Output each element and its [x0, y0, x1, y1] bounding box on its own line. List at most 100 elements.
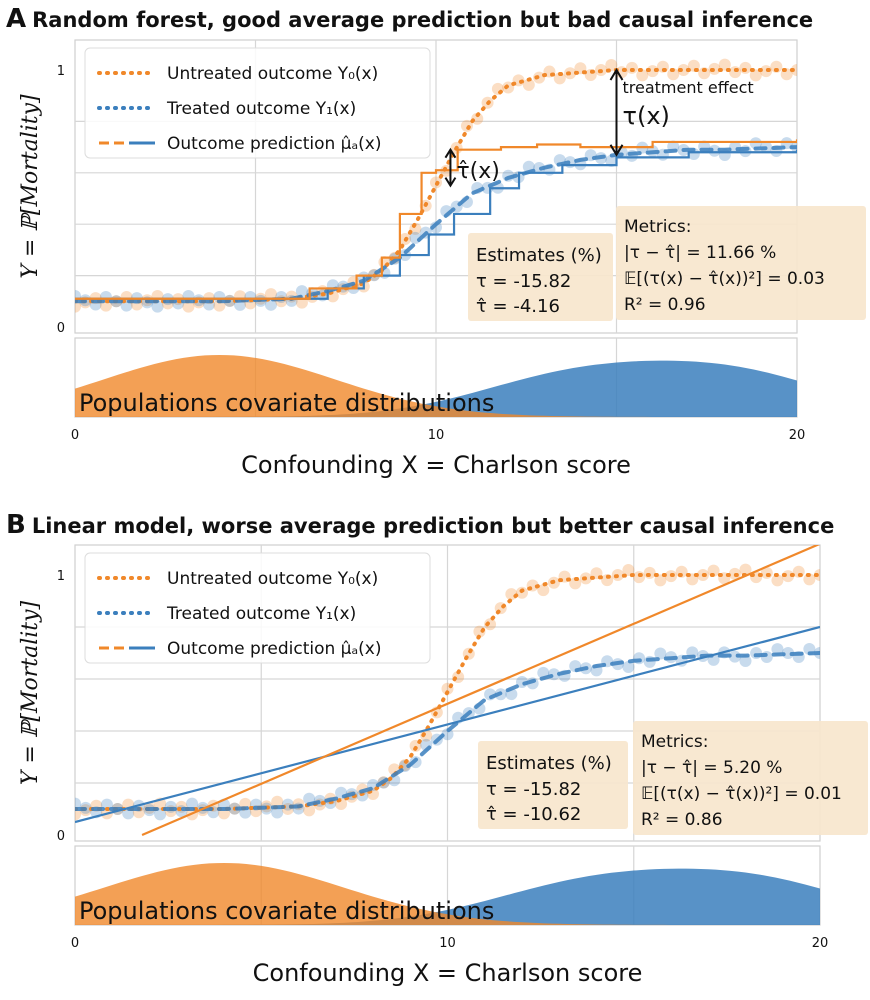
y-tick-label: 1 [57, 64, 65, 79]
treatment-effect-label: treatment effect [623, 78, 754, 97]
estimates-tau-hat: τ̂ = -10.62 [486, 804, 581, 825]
x-axis-label: Confounding X = Charlson score [241, 451, 631, 479]
untreated-prediction-line [75, 139, 797, 300]
treated-sample-point [749, 137, 762, 150]
x-tick-label: 10 [428, 428, 445, 443]
y-axis-label: Y = ℙ[Mortality] [18, 600, 43, 785]
untreated-sample-point [771, 574, 784, 587]
treated-sample-point [441, 728, 454, 741]
y-tick-label: 0 [57, 829, 65, 844]
treatment-effect-annotation: treatment effect τ(x) τ̂(x) [444, 68, 754, 188]
metrics-background [633, 721, 868, 835]
metrics-mse: 𝔼[(τ(x) − τ̂(x))²] = 0.03 [624, 269, 825, 289]
x-tick-label: 20 [812, 936, 829, 951]
legend-box [84, 47, 431, 159]
treated-prediction-line [75, 149, 797, 300]
untreated-sample-point [622, 563, 635, 576]
metrics-r2: R² = 0.96 [624, 295, 706, 315]
tau-arrow-head-down [609, 144, 624, 157]
untreated-population-density [75, 354, 797, 417]
series-group [75, 58, 797, 313]
untreated-sample-point [264, 288, 277, 301]
panel-b-letter: B [6, 510, 26, 540]
metrics-background [616, 206, 866, 320]
treated-sample-point [75, 797, 81, 810]
untreated-sample-point [75, 300, 81, 313]
distribution-panel: Populations covariate distributions [74, 337, 798, 418]
treated-sample-point [750, 647, 763, 660]
treated-prediction-line [75, 625, 820, 824]
metrics-box: Metrics: |τ − τ̂| = 11.66 % 𝔼[(τ(x) − τ̂(x… [616, 206, 866, 320]
metrics-title: Metrics: [641, 732, 708, 752]
y-tick-label: 0 [57, 321, 65, 336]
treated-sample-point [271, 806, 284, 819]
distribution-panel: Populations covariate distributions [74, 845, 821, 926]
untreated-sample-point [271, 795, 284, 808]
x-tick-label: 0 [71, 428, 79, 443]
panel-a-title-text: Random forest, good average prediction b… [32, 8, 814, 32]
x-tick-label: 0 [71, 936, 79, 951]
untreated-sample-point [484, 618, 497, 631]
tau-hat-x-label: τ̂(x) [456, 159, 499, 184]
estimates-tau-hat: τ̂ = -4.16 [476, 296, 560, 317]
untreated-sample-point [729, 66, 742, 79]
series-group [75, 545, 820, 837]
untreated-sample-point [718, 58, 731, 71]
untreated-sample-point [677, 64, 690, 76]
untreated-sample-point [537, 584, 550, 597]
estimates-title: Estimates (%) [486, 753, 612, 774]
metrics-r2: R² = 0.86 [641, 810, 723, 830]
panel-b-chart: Untreated outcome Y₀(x) Treated outcome Y… [18, 544, 868, 987]
untreated-sample-point [739, 563, 752, 576]
treated-outcome-curve [75, 145, 797, 304]
estimates-tau: τ = -15.82 [476, 271, 571, 292]
untreated-sample-point [739, 61, 752, 74]
tau-hat-arrow-head-up [444, 147, 457, 159]
legend: Untreated outcome Y₀(x) Treated outcome Y… [84, 47, 431, 159]
treated-sample-point [654, 647, 667, 660]
untreated-sample-point [182, 300, 195, 313]
tau-arrow-head-up [609, 68, 624, 81]
treated-population-density [75, 868, 820, 925]
panel-a-letter: A [6, 4, 27, 34]
untreated-sample-point [553, 72, 566, 85]
x-tick-label: 20 [789, 428, 806, 443]
legend-label: Treated outcome Y₁(x) [166, 604, 356, 624]
legend-label: Untreated outcome Y₀(x) [167, 569, 378, 589]
untreated-sample-point [303, 804, 316, 817]
treated-sample-point [605, 154, 618, 167]
untreated-sample-point [605, 59, 618, 72]
panel-a-title: A Random forest, good average prediction … [6, 4, 813, 34]
treated-sample-point [622, 660, 635, 673]
untreated-outcome-curve [75, 68, 797, 304]
metrics-abs-error: |τ − τ̂| = 11.66 % [624, 243, 776, 263]
untreated-sample-point [749, 69, 762, 82]
treated-sample-point [164, 800, 177, 813]
untreated-sample-point [643, 566, 656, 579]
treated-sample-point [151, 300, 164, 313]
untreated-sample-point [698, 67, 711, 80]
legend-label: Outcome prediction μ̂ₐ(x) [167, 639, 381, 659]
treated-sample-point [295, 285, 308, 298]
metrics-box: Metrics: |τ − τ̂| = 5.20 % 𝔼[(τ(x) − τ̂(x)… [633, 721, 868, 835]
panel-b-title-text: Linear model, worse average prediction b… [31, 514, 835, 538]
metrics-mse: 𝔼[(τ(x) − τ̂(x))²] = 0.01 [641, 784, 842, 804]
untreated-sample-point [625, 61, 638, 74]
metrics-title: Metrics: [624, 217, 691, 237]
treated-sample-point [739, 145, 752, 158]
legend-label: Untreated outcome Y₀(x) [167, 64, 378, 84]
legend-label: Treated outcome Y₁(x) [166, 99, 356, 119]
untreated-sample-point [636, 69, 649, 82]
treated-population-density [75, 360, 797, 417]
treated-sample-point [186, 797, 199, 810]
treated-sample-point [154, 808, 167, 821]
treated-sample-point [782, 647, 795, 660]
legend-label: Outcome prediction μ̂ₐ(x) [167, 134, 381, 154]
estimates-box: Estimates (%) τ = -15.82 τ̂ = -4.16 [468, 233, 613, 321]
untreated-sample-point [667, 68, 680, 81]
x-axis-label: Confounding X = Charlson score [253, 959, 643, 987]
estimates-title: Estimates (%) [476, 245, 602, 266]
untreated-sample-point [522, 78, 535, 91]
distribution-label: Populations covariate distributions [79, 389, 494, 417]
estimates-tau: τ = -15.82 [486, 779, 581, 800]
